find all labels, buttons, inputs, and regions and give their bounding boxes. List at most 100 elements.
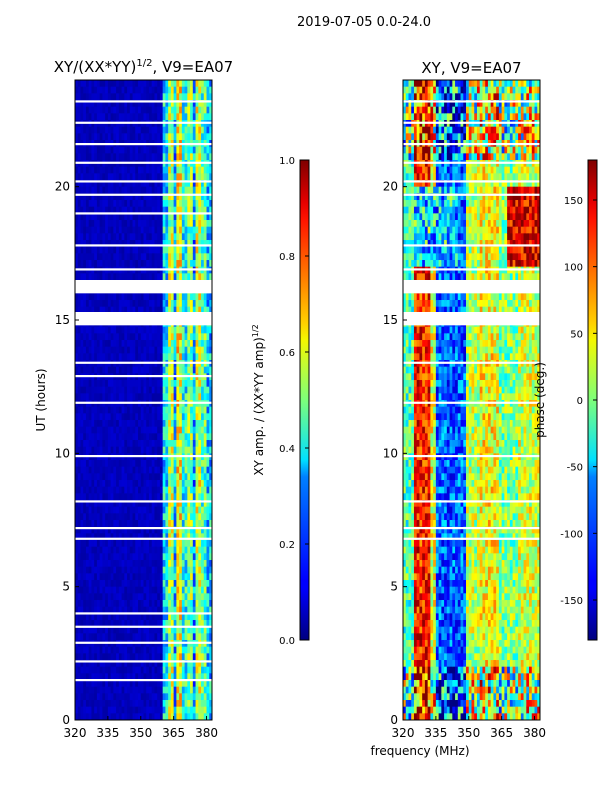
amp-cell: [146, 200, 150, 208]
amp-cell: [105, 553, 109, 561]
amp-cell: [110, 533, 114, 541]
amp-cell: [116, 180, 120, 188]
amp-cell: [132, 193, 136, 201]
amp-cell: [146, 126, 150, 134]
amp-cell: [113, 93, 117, 101]
amp-cell: [179, 553, 183, 561]
amp-cell: [121, 113, 125, 121]
amp-cell: [116, 486, 120, 494]
amp-cell: [184, 446, 188, 454]
amp-cell: [157, 366, 161, 374]
amp-cell: [187, 660, 191, 668]
amp-cell: [88, 493, 93, 501]
amp-cell: [192, 593, 197, 601]
amp-cell: [94, 333, 98, 341]
amp-cell: [168, 686, 172, 694]
x-tick-label: 320: [64, 726, 87, 740]
amp-cell: [192, 260, 197, 268]
amp-cell: [127, 206, 131, 214]
amp-cell: [201, 200, 205, 208]
amp-cell: [195, 626, 199, 634]
amp-cell: [113, 680, 117, 688]
amp-cell: [165, 626, 169, 634]
amp-cell: [88, 546, 93, 554]
amp-cell: [135, 153, 139, 161]
amp-cell: [181, 100, 186, 108]
amp-cell: [116, 153, 120, 161]
amp-cell: [162, 213, 167, 221]
amp-cell: [138, 460, 142, 468]
amp-cell: [85, 393, 90, 401]
amp-cell: [118, 213, 123, 221]
amp-cell: [173, 86, 177, 94]
phase-cell: [405, 193, 410, 201]
amp-cell: [94, 353, 98, 361]
amp-cell: [195, 413, 199, 421]
amp-cell: [165, 100, 169, 108]
amp-cell: [187, 626, 191, 634]
amp-cell: [201, 220, 205, 228]
amp-cell: [113, 686, 117, 694]
amp-cell: [116, 106, 120, 114]
amp-cell: [118, 713, 123, 720]
amp-cell: [148, 706, 153, 714]
amp-cell: [80, 680, 84, 688]
amp-cell: [77, 106, 82, 114]
amp-cell: [135, 606, 139, 614]
amp-cell: [85, 420, 90, 428]
amp-cell: [209, 560, 212, 568]
amp-cell: [83, 660, 87, 668]
amp-cell: [140, 546, 145, 554]
amp-cell: [170, 333, 175, 341]
amp-cell: [151, 580, 156, 588]
amp-cell: [198, 666, 202, 674]
amp-cell: [77, 386, 82, 394]
amp-cell: [129, 226, 134, 234]
amp-cell: [173, 593, 177, 601]
amp-cell: [107, 500, 112, 508]
amp-cell: [151, 553, 156, 561]
amp-cell: [179, 246, 183, 254]
amp-cell: [85, 713, 90, 720]
amp-cell: [148, 93, 153, 101]
amp-cell: [157, 653, 161, 661]
amp-cell: [124, 466, 128, 474]
amp-cell: [195, 566, 199, 574]
amp-cell: [198, 180, 202, 188]
amp-cell: [179, 186, 183, 194]
amp-cell: [127, 493, 131, 501]
amp-cell: [118, 326, 123, 334]
amp-cell: [168, 300, 172, 308]
amp-cell: [96, 166, 101, 174]
amp-cell: [154, 546, 158, 554]
amp-cell: [203, 573, 208, 581]
amp-cell: [127, 406, 131, 414]
amp-cell: [159, 200, 164, 208]
amp-cell: [181, 473, 186, 481]
amp-cell: [107, 533, 112, 541]
amp-cell: [127, 673, 131, 681]
amp-cell: [96, 660, 101, 668]
amp-cell: [113, 260, 117, 268]
amp-cell: [102, 713, 106, 720]
amp-cell: [151, 213, 156, 221]
amp-cell: [151, 466, 156, 474]
amp-cell: [94, 413, 98, 421]
amp-cell: [209, 680, 212, 688]
amp-cell: [129, 380, 134, 388]
amp-cell: [88, 580, 93, 588]
amp-cell: [187, 133, 191, 141]
amp-cell: [176, 206, 180, 214]
amp-cell: [118, 520, 123, 528]
amp-cell: [75, 466, 79, 474]
amp-cell: [124, 553, 128, 561]
amp-cell: [127, 473, 131, 481]
amp-cell: [129, 253, 134, 261]
amp-cell: [157, 346, 161, 354]
amp-cell: [143, 500, 147, 508]
amp-cell: [105, 626, 109, 634]
amp-cell: [113, 226, 117, 234]
amp-cell: [91, 326, 95, 334]
amp-cell: [96, 460, 101, 468]
amp-cell: [162, 180, 167, 188]
